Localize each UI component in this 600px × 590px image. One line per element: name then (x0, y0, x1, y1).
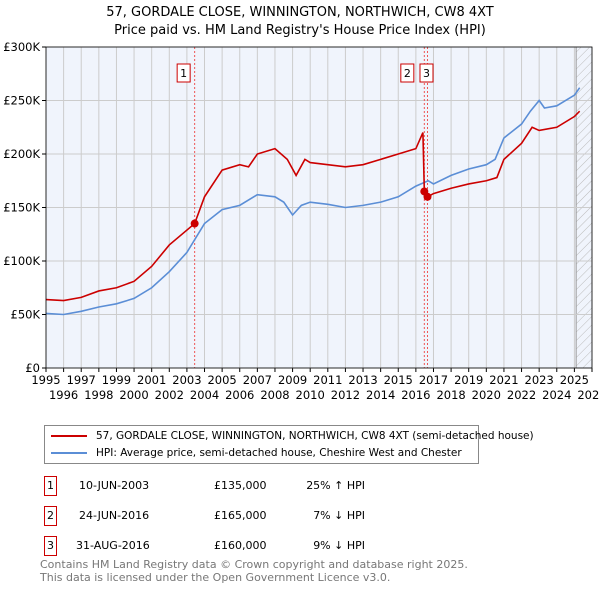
x-tick-label: 2025 (560, 373, 589, 387)
legend-item-property: 57, GORDALE CLOSE, WINNINGTON, NORTHWICH… (51, 428, 534, 444)
x-tick-label: 2009 (278, 373, 307, 387)
x-tick-label: 2012 (331, 388, 360, 402)
x-tick-label: 1995 (31, 373, 60, 387)
sale-row: 2 24-JUN-2016 £165,000 7% ↓ HPI (44, 506, 444, 526)
sale-number: 3 (44, 536, 57, 556)
x-tick-label: 1998 (84, 388, 113, 402)
legend: 57, GORDALE CLOSE, WINNINGTON, NORTHWICH… (44, 425, 534, 464)
x-tick-label: 2015 (384, 373, 413, 387)
legend-swatch (51, 452, 87, 454)
sale-number: 2 (44, 506, 57, 526)
x-tick-label: 2023 (525, 373, 554, 387)
sale-date: 24-JUN-2016 (79, 509, 150, 522)
x-tick-label: 2004 (190, 388, 219, 402)
x-tick-label: 2022 (507, 388, 536, 402)
y-tick-label: £100K (3, 254, 40, 268)
y-tick-label: £0 (25, 361, 40, 375)
y-tick-label: £50K (11, 308, 41, 322)
x-tick-label: 2001 (137, 373, 166, 387)
sale-marker-box (419, 63, 434, 83)
sale-price: £135,000 (214, 479, 267, 492)
sale-price: £160,000 (214, 539, 267, 552)
price-chart: 1995199619971998199920002001200220032004… (3, 40, 600, 402)
sale-marker-label: 3 (423, 67, 430, 80)
legend-item-hpi: HPI: Average price, semi-detached house,… (51, 445, 462, 461)
chart-title: 57, GORDALE CLOSE, WINNINGTON, NORTHWICH… (0, 4, 600, 40)
sale-date: 10-JUN-2003 (79, 479, 150, 492)
x-tick-label: 2002 (155, 388, 184, 402)
x-tick-label: 2003 (172, 373, 201, 387)
x-tick-label: 2019 (454, 373, 483, 387)
title-line: 57, GORDALE CLOSE, WINNINGTON, NORTHWICH… (106, 5, 494, 20)
footer-line: Contains HM Land Registry data © Crown c… (40, 558, 468, 571)
sale-hpi: 25% ↑ HPI (306, 479, 365, 492)
legend-swatch (51, 435, 87, 437)
x-tick-label: 2014 (366, 388, 395, 402)
x-tick-label: 2007 (243, 373, 272, 387)
sale-hpi: 9% ↓ HPI (313, 539, 365, 552)
sale-marker-label: 2 (404, 67, 411, 80)
sale-date: 31-AUG-2016 (76, 539, 150, 552)
sale-number: 1 (44, 476, 57, 496)
sale-marker-box (400, 63, 415, 83)
x-tick-label: 1996 (49, 388, 78, 402)
legend-label: 57, GORDALE CLOSE, WINNINGTON, NORTHWICH… (96, 430, 534, 442)
sale-hpi: 7% ↓ HPI (313, 509, 365, 522)
sale-row: 3 31-AUG-2016 £160,000 9% ↓ HPI (44, 536, 444, 556)
x-tick-label: 2013 (348, 373, 377, 387)
sale-point (423, 192, 432, 201)
x-tick-label: 2017 (419, 373, 448, 387)
sale-price: £165,000 (214, 509, 267, 522)
x-tick-label: 2016 (401, 388, 430, 402)
x-tick-label: 2006 (225, 388, 254, 402)
plot-frame (45, 46, 593, 369)
x-tick-label: 2000 (119, 388, 148, 402)
x-tick-label: 1999 (102, 373, 131, 387)
legend-label: HPI: Average price, semi-detached house,… (96, 447, 462, 459)
footer-line: This data is licensed under the Open Gov… (40, 571, 391, 584)
y-tick-label: £300K (3, 40, 40, 54)
footer: Contains HM Land Registry data © Crown c… (40, 558, 468, 584)
x-tick-label: 2018 (436, 388, 465, 402)
price-line (45, 110, 581, 302)
x-tick-label: 2010 (296, 388, 325, 402)
hpi-line (45, 87, 581, 316)
y-tick-label: £250K (3, 94, 40, 108)
sale-marker-label: 1 (180, 67, 187, 80)
x-tick-label: 2024 (542, 388, 571, 402)
x-tick-label: 2008 (260, 388, 289, 402)
sale-row: 1 10-JUN-2003 £135,000 25% ↑ HPI (44, 476, 444, 496)
x-tick-label: 1997 (67, 373, 96, 387)
x-tick-label: 2021 (489, 373, 518, 387)
y-tick-label: £150K (3, 201, 40, 215)
x-tick-label: 2005 (207, 373, 236, 387)
x-tick-label: 2026 (577, 388, 600, 402)
sale-marker-box (176, 63, 191, 83)
subtitle-line: Price paid vs. HM Land Registry's House … (114, 23, 486, 38)
y-tick-label: £200K (3, 147, 40, 161)
sale-point (190, 219, 199, 228)
x-tick-label: 2020 (472, 388, 501, 402)
x-tick-label: 2011 (313, 373, 342, 387)
